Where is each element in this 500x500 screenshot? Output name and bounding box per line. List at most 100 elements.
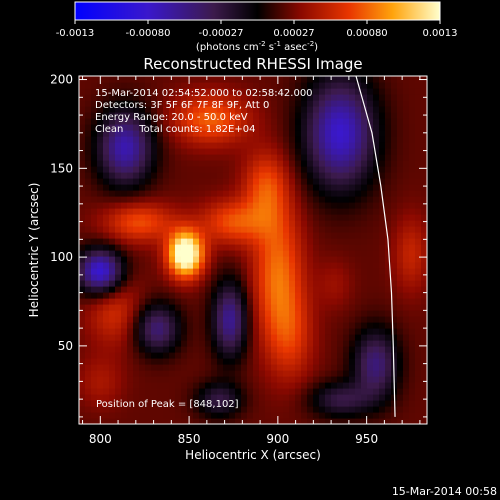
heatmap-cell — [265, 412, 272, 419]
heatmap-cell — [325, 364, 332, 371]
heatmap-cell — [415, 304, 422, 311]
heatmap-cell — [223, 274, 230, 281]
heatmap-cell — [97, 370, 104, 377]
heatmap-cell — [295, 238, 302, 245]
heatmap-cell — [139, 232, 146, 239]
heatmap-cell — [403, 292, 410, 299]
heatmap-cell — [121, 250, 128, 257]
heatmap-cell — [187, 202, 194, 209]
heatmap-cell — [259, 268, 266, 275]
heatmap-cell — [127, 238, 134, 245]
heatmap-cell — [115, 208, 122, 215]
heatmap-cell — [337, 274, 344, 281]
heatmap-cell — [271, 94, 278, 101]
heatmap-cell — [259, 88, 266, 95]
heatmap-cell — [157, 310, 164, 317]
heatmap-cell — [187, 268, 194, 275]
heatmap-cell — [307, 388, 314, 395]
heatmap-cell — [205, 76, 212, 83]
heatmap-cell — [403, 214, 410, 221]
heatmap-cell — [379, 358, 386, 365]
heatmap-cell — [385, 208, 392, 215]
heatmap-cell — [103, 88, 110, 95]
heatmap-cell — [181, 154, 188, 161]
heatmap-cell — [229, 400, 236, 407]
heatmap-cell — [169, 244, 176, 251]
heatmap-cell — [361, 292, 368, 299]
heatmap-cell — [79, 142, 86, 149]
heatmap-cell — [151, 394, 158, 401]
heatmap-cell — [85, 370, 92, 377]
heatmap-cell — [85, 358, 92, 365]
heatmap-cell — [229, 370, 236, 377]
heatmap-cell — [421, 160, 427, 167]
heatmap-cell — [211, 94, 218, 101]
heatmap-cell — [223, 142, 230, 149]
heatmap-cell — [85, 226, 92, 233]
heatmap-cell — [277, 100, 284, 107]
heatmap-cell — [103, 136, 110, 143]
heatmap-cell — [373, 412, 380, 419]
heatmap-cell — [367, 262, 374, 269]
annotation-energy-range: Energy Range: 20.0 - 50.0 keV — [95, 112, 248, 123]
heatmap-cell — [319, 370, 326, 377]
heatmap-cell — [157, 238, 164, 245]
heatmap-cell — [421, 304, 427, 311]
heatmap-cell — [133, 142, 140, 149]
heatmap-cell — [331, 220, 338, 227]
heatmap-cell — [283, 418, 290, 424]
heatmap-cell — [337, 172, 344, 179]
heatmap-cell — [301, 364, 308, 371]
heatmap-cell — [85, 280, 92, 287]
heatmap-cell — [313, 238, 320, 245]
heatmap-cell — [193, 292, 200, 299]
heatmap-cell — [127, 142, 134, 149]
heatmap-cell — [385, 178, 392, 185]
heatmap-cell — [301, 118, 308, 125]
heatmap-cell — [349, 130, 356, 137]
heatmap-cell — [211, 382, 218, 389]
heatmap-cell — [187, 76, 194, 83]
heatmap-cell — [169, 232, 176, 239]
heatmap-cell — [211, 286, 218, 293]
heatmap-cell — [181, 100, 188, 107]
heatmap-cell — [151, 88, 158, 95]
heatmap-cell — [121, 376, 128, 383]
heatmap-cell — [85, 250, 92, 257]
heatmap-cell — [409, 94, 416, 101]
heatmap-cell — [253, 220, 260, 227]
heatmap-cell — [283, 142, 290, 149]
heatmap-cell — [223, 178, 230, 185]
heatmap-cell — [235, 292, 242, 299]
heatmap-cell — [175, 94, 182, 101]
heatmap-cell — [361, 172, 368, 179]
heatmap-cell — [223, 340, 230, 347]
heatmap-cell — [361, 232, 368, 239]
heatmap-cell — [139, 208, 146, 215]
heatmap-cell — [355, 364, 362, 371]
heatmap-cell — [343, 112, 350, 119]
heatmap-cell — [277, 106, 284, 113]
heatmap-cell — [409, 214, 416, 221]
heatmap-cell — [259, 142, 266, 149]
heatmap-cell — [265, 268, 272, 275]
heatmap-cell — [307, 256, 314, 263]
heatmap-cell — [133, 196, 140, 203]
heatmap-cell — [151, 412, 158, 419]
heatmap-cell — [115, 298, 122, 305]
heatmap-cell — [271, 244, 278, 251]
heatmap-cell — [391, 412, 398, 419]
heatmap-cell — [367, 394, 374, 401]
heatmap-cell — [355, 250, 362, 257]
heatmap-cell — [253, 322, 260, 329]
heatmap-cell — [133, 358, 140, 365]
heatmap-cell — [379, 148, 386, 155]
heatmap-cell — [409, 244, 416, 251]
heatmap-cell — [175, 262, 182, 269]
heatmap-cell — [271, 316, 278, 323]
heatmap-cell — [91, 166, 98, 173]
heatmap-cell — [337, 82, 344, 89]
plot-frame — [78, 75, 428, 425]
heatmap-cell — [367, 82, 374, 89]
heatmap-cell — [169, 298, 176, 305]
